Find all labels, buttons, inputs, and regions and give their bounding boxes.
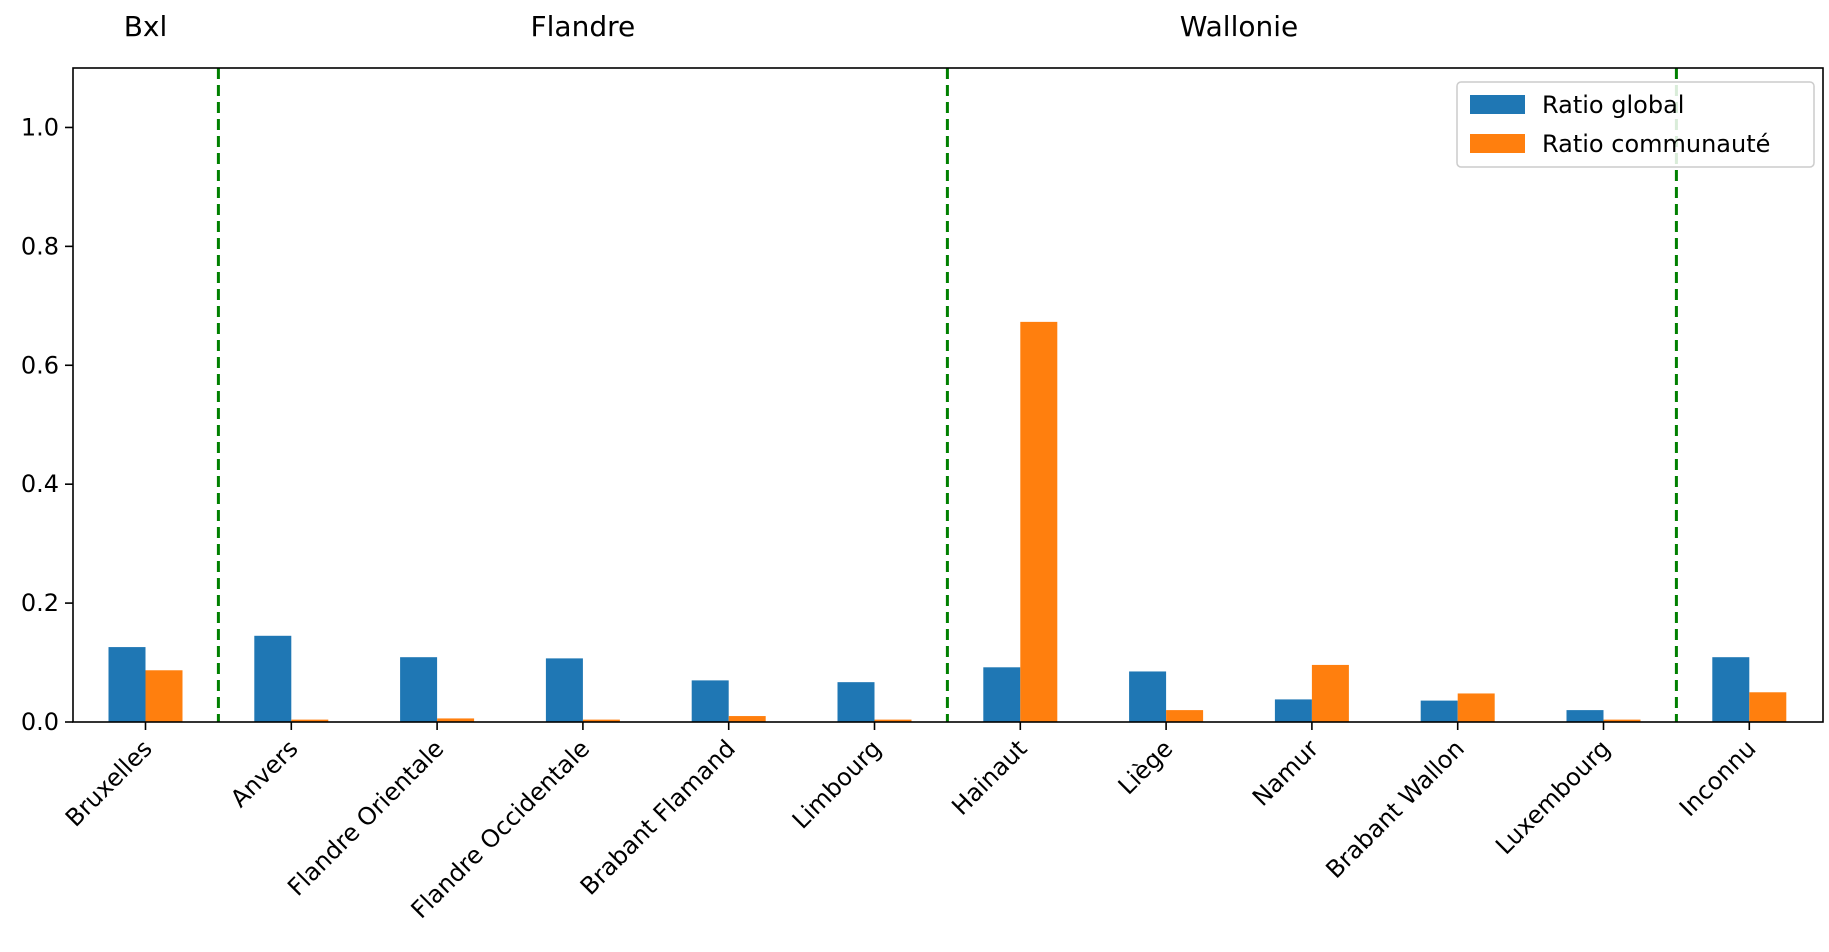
bar-ratio-communaute-luxembourg xyxy=(1603,719,1641,722)
region-labels: Bxl Flandre Wallonie xyxy=(124,10,1299,43)
x-tick-label-luxembourg: Luxembourg xyxy=(1490,734,1616,860)
legend-box xyxy=(1456,81,1815,168)
legend-label-ratio-communaute: Ratio communauté xyxy=(1542,130,1770,158)
bar-ratio-global-luxembourg xyxy=(1566,710,1604,722)
legend-swatch-ratio-global xyxy=(1470,95,1525,114)
bar-ratio-global-namur xyxy=(1274,699,1312,722)
x-tick-label-bruxelles: Bruxelles xyxy=(60,734,158,832)
bar-ratio-communaute-brabant-wallon xyxy=(1457,693,1495,722)
bar-ratio-communaute-namur xyxy=(1311,664,1349,722)
bar-ratio-communaute-liege xyxy=(1166,710,1204,722)
bar-ratio-communaute-flandre-orientale xyxy=(437,718,475,722)
y-tick-label: 0.6 xyxy=(21,351,59,379)
y-axis: 0.0 0.2 0.4 0.6 0.8 1.0 xyxy=(21,113,73,736)
region-separators xyxy=(216,68,1678,722)
x-tick-label-namur: Namur xyxy=(1247,734,1324,811)
y-tick-label: 0.4 xyxy=(21,470,59,498)
bar-ratio-global-brabant-flamand xyxy=(691,680,729,722)
bar-ratio-global-anvers xyxy=(254,635,292,722)
x-tick-label-brabant-wallon: Brabant Wallon xyxy=(1320,734,1469,883)
bar-ratio-global-flandre-orientale xyxy=(400,657,438,722)
bar-ratio-global-inconnu xyxy=(1712,657,1750,722)
region-label-bxl: Bxl xyxy=(124,10,168,43)
bars-group xyxy=(108,321,1787,722)
bar-ratio-communaute-flandre-occidentale xyxy=(582,719,620,722)
bar-ratio-global-liege xyxy=(1129,671,1167,722)
region-label-wallonie: Wallonie xyxy=(1180,10,1299,43)
bar-ratio-communaute-brabant-flamand xyxy=(728,716,766,722)
x-tick-label-limbourg: Limbourg xyxy=(787,734,887,834)
x-tick-label-anvers: Anvers xyxy=(225,734,303,812)
y-tick-label: 1.0 xyxy=(21,113,59,141)
bar-ratio-global-hainaut xyxy=(983,667,1021,722)
y-tick-label: 0.8 xyxy=(21,232,59,260)
bar-ratio-global-bruxelles xyxy=(108,647,146,722)
legend: Ratio global Ratio communauté xyxy=(1456,81,1815,168)
x-tick-label-brabant-flamand: Brabant Flamand xyxy=(575,734,741,900)
y-tick-label: 0.0 xyxy=(21,708,59,736)
bar-ratio-communaute-bruxelles xyxy=(145,670,183,722)
bar-ratio-global-limbourg xyxy=(837,682,875,722)
plot-frame xyxy=(72,67,1824,723)
legend-swatch-ratio-communaute xyxy=(1470,134,1525,153)
bar-ratio-communaute-hainaut xyxy=(1020,321,1058,722)
bar-ratio-communaute-anvers xyxy=(291,719,329,722)
x-tick-label-inconnu: Inconnu xyxy=(1674,734,1762,822)
x-tick-label-flandre-orientale: Flandre Orientale xyxy=(282,734,449,901)
x-tick-label-liege: Liège xyxy=(1113,734,1179,800)
x-tick-label-hainaut: Hainaut xyxy=(946,734,1032,820)
bar-ratio-communaute-limbourg xyxy=(874,719,912,722)
region-label-flandre: Flandre xyxy=(531,10,636,43)
legend-label-ratio-global: Ratio global xyxy=(1542,91,1684,119)
bar-ratio-global-flandre-occidentale xyxy=(545,658,583,722)
bar-ratio-global-brabant-wallon xyxy=(1420,700,1458,722)
bar-ratio-communaute-inconnu xyxy=(1749,692,1787,722)
y-tick-label: 0.2 xyxy=(21,589,59,617)
